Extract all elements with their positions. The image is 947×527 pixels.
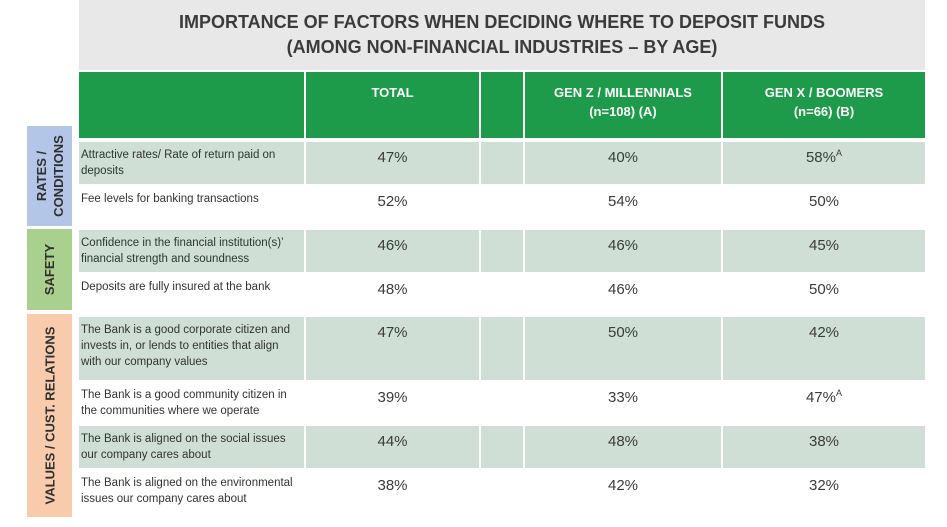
header-genz-sample: (n=108) (A): [589, 104, 657, 119]
value-text: 54%: [607, 193, 639, 210]
value-text: 46%: [377, 237, 408, 254]
row-statement: The Bank is aligned on the environmental…: [79, 470, 304, 516]
value-text: 46%: [607, 281, 639, 298]
value-total: 38%: [306, 470, 479, 516]
header-total-label: TOTAL: [371, 85, 414, 100]
header-genx-sample: (n=66) (B): [793, 104, 855, 119]
value-genz: 54%: [525, 186, 721, 228]
value-text: 52%: [377, 193, 408, 210]
blank-cell: [481, 470, 523, 516]
value-genx: 38%: [723, 426, 925, 468]
value-total: 47%: [306, 142, 479, 184]
row-statement: Confidence in the financial institution(…: [79, 230, 304, 272]
value-text: 39%: [377, 389, 408, 406]
value-genz: 46%: [525, 230, 721, 272]
header-cell-genz: GEN Z / MILLENNIALS (n=108) (A): [525, 72, 721, 138]
value-genz: 50%: [525, 317, 721, 380]
value-total: 44%: [306, 426, 479, 468]
table-row: Confidence in the financial institution(…: [79, 230, 925, 272]
category-label: SAFETY: [42, 243, 58, 296]
value-genz: 46%: [525, 274, 721, 315]
significance-marker: A: [836, 388, 843, 398]
category-rates-conditions: RATES / CONDITIONS: [27, 126, 72, 226]
value-text: 42%: [808, 324, 840, 341]
blank-cell: [481, 317, 523, 380]
value-genx: 47%A: [723, 382, 925, 424]
value-total: 52%: [306, 186, 479, 228]
value-text: 48%: [607, 433, 639, 450]
header-genz-label: GEN Z / MILLENNIALS: [554, 85, 692, 100]
value-total: 39%: [306, 382, 479, 424]
table-row: Fee levels for banking transactions 52% 54…: [79, 186, 925, 228]
table-row: The Bank is aligned on the social issues…: [79, 426, 925, 468]
table-row: Deposits are fully insured at the bank 48…: [79, 274, 925, 315]
value-text: 32%: [808, 477, 840, 494]
value-total: 47%: [306, 317, 479, 380]
value-text: 50%: [808, 193, 840, 210]
table-row: Attractive rates/ Rate of return paid on…: [79, 142, 925, 184]
chart-title-line-2: (AMONG NON-FINANCIAL INDUSTRIES – BY AGE…: [286, 37, 718, 57]
value-genx: 50%: [723, 186, 925, 228]
value-genx: 45%: [723, 230, 925, 272]
row-statement: Fee levels for banking transactions: [79, 186, 304, 228]
header-genx-label: GEN X / BOOMERS: [764, 85, 884, 100]
chart-title: IMPORTANCE OF FACTORS WHEN DECIDING WHER…: [79, 0, 925, 70]
value-text: 45%: [808, 237, 840, 254]
value-text: 33%: [607, 389, 639, 406]
value-total: 48%: [306, 274, 479, 315]
category-label: VALUES / CUST. RELATIONS: [42, 326, 58, 505]
header-cell-statement: [79, 72, 304, 138]
value-genz: 48%: [525, 426, 721, 468]
value-text: 42%: [607, 477, 639, 494]
row-statement: The Bank is a good community citizen in …: [79, 382, 304, 424]
chart-title-line-1: IMPORTANCE OF FACTORS WHEN DECIDING WHER…: [178, 12, 826, 32]
value-text: 38%: [808, 433, 840, 450]
value-genz: 42%: [525, 470, 721, 516]
value-total: 46%: [306, 230, 479, 272]
table-header-row: TOTAL GEN Z / MILLENNIALS (n=108) (A) GE…: [79, 72, 925, 138]
category-label: RATES / CONDITIONS: [33, 135, 66, 217]
value-text: 40%: [607, 149, 639, 166]
header-cell-total: TOTAL: [306, 72, 479, 138]
value-text: 58%: [805, 149, 836, 166]
value-text: 46%: [607, 237, 639, 254]
significance-marker: A: [836, 148, 843, 158]
blank-cell: [481, 186, 523, 228]
category-values-relations: VALUES / CUST. RELATIONS: [27, 314, 72, 517]
value-genx: 42%: [723, 317, 925, 380]
blank-cell: [481, 274, 523, 315]
row-statement: The Bank is aligned on the social issues…: [79, 426, 304, 468]
row-statement: Attractive rates/ Rate of return paid on…: [79, 142, 304, 184]
row-statement: Deposits are fully insured at the bank: [79, 274, 304, 315]
value-text: 44%: [377, 433, 408, 450]
table-row: The Bank is a good corporate citizen and…: [79, 317, 925, 380]
blank-cell: [481, 382, 523, 424]
blank-cell: [481, 142, 523, 184]
table-row: The Bank is a good community citizen in …: [79, 382, 925, 424]
blank-cell: [481, 426, 523, 468]
value-text: 48%: [377, 281, 408, 298]
value-genz: 40%: [525, 142, 721, 184]
value-text: 50%: [607, 324, 639, 341]
value-text: 38%: [377, 477, 408, 494]
value-text: 47%: [805, 389, 836, 406]
value-genx: 58%A: [723, 142, 925, 184]
value-text: 47%: [377, 149, 408, 166]
value-text: 50%: [808, 281, 840, 298]
header-cell-blank: [481, 72, 523, 138]
blank-cell: [481, 230, 523, 272]
header-cell-genx: GEN X / BOOMERS (n=66) (B): [723, 72, 925, 138]
value-genz: 33%: [525, 382, 721, 424]
row-statement: The Bank is a good corporate citizen and…: [79, 317, 304, 380]
value-genx: 32%: [723, 470, 925, 516]
table-row: The Bank is aligned on the environmental…: [79, 470, 925, 516]
value-text: 47%: [377, 324, 408, 341]
value-genx: 50%: [723, 274, 925, 315]
category-safety: SAFETY: [27, 229, 72, 310]
